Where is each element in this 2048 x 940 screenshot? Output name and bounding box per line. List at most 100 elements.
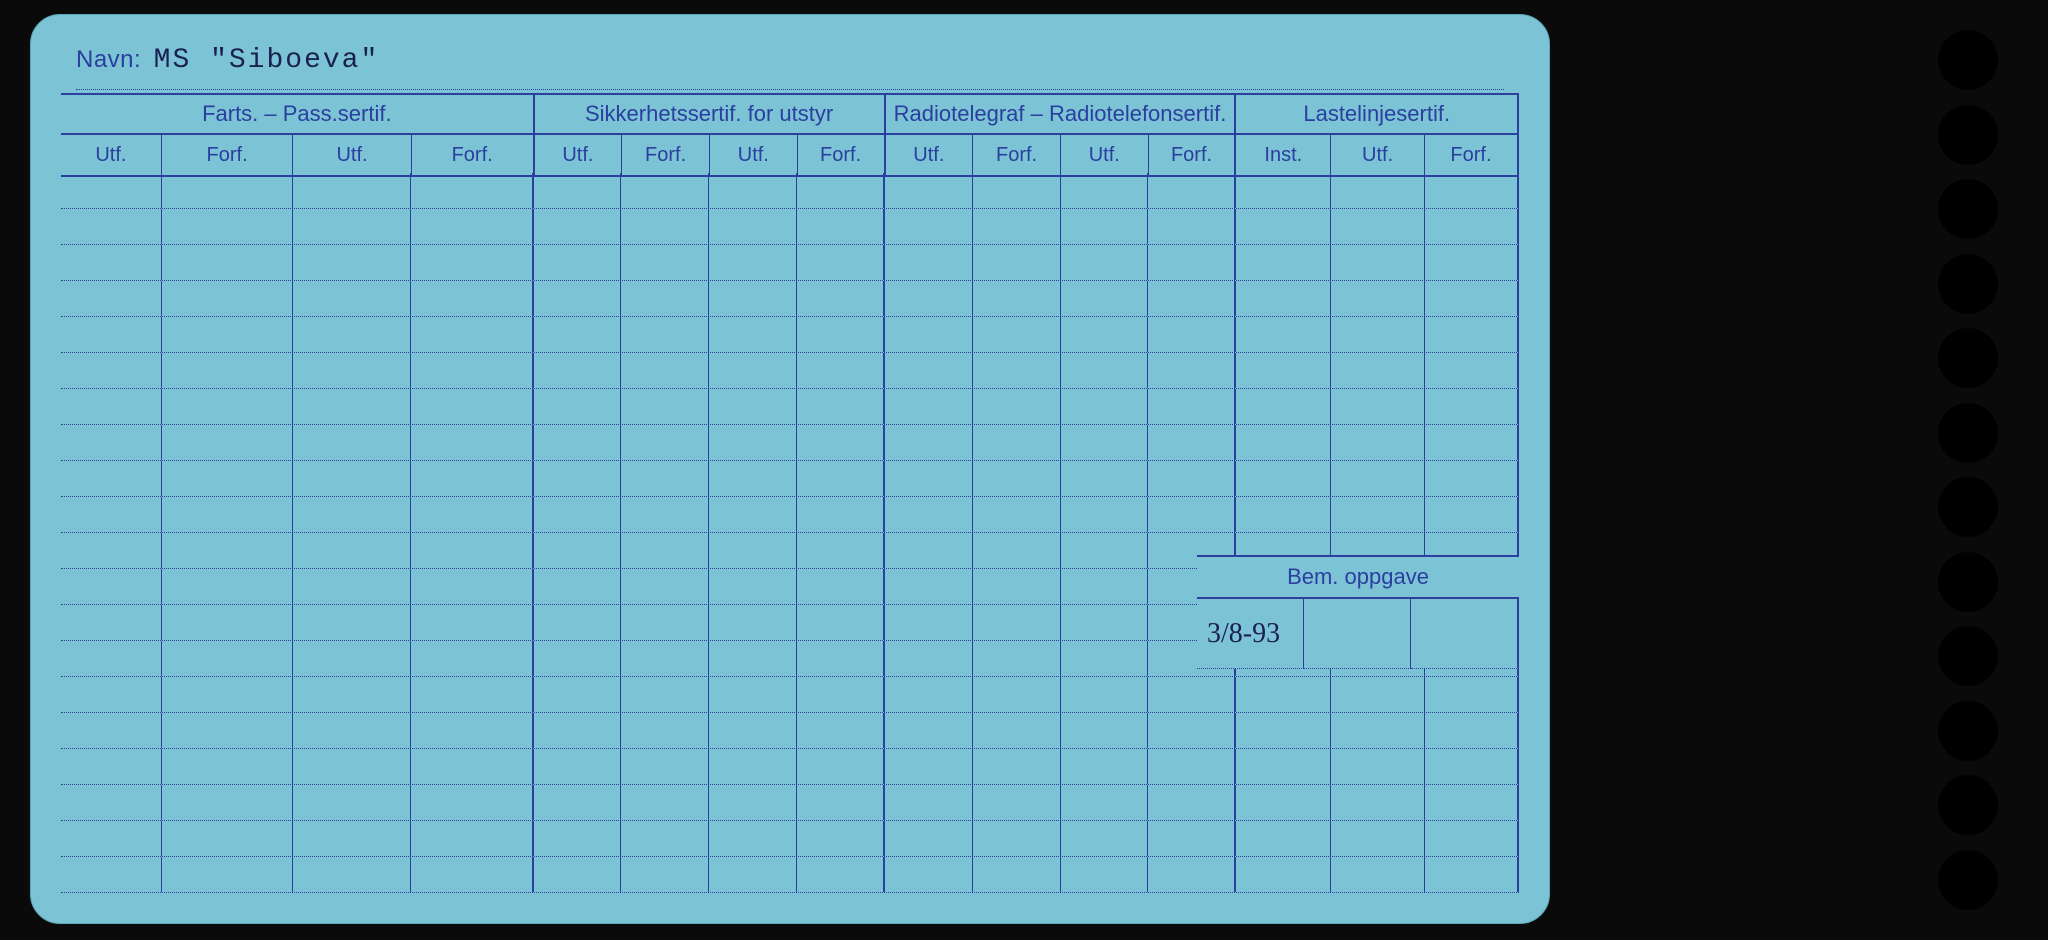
table-cell bbox=[293, 641, 411, 676]
binder-hole bbox=[1938, 30, 1998, 90]
table-row bbox=[61, 281, 1519, 317]
table-cell bbox=[162, 857, 293, 892]
table-cell bbox=[1425, 713, 1519, 748]
table-cell bbox=[1331, 461, 1425, 496]
table-cell bbox=[61, 497, 162, 532]
table-cell bbox=[1236, 857, 1331, 892]
group-header: Lastelinjesertif. bbox=[1236, 95, 1519, 133]
table-cell bbox=[162, 569, 293, 604]
table-cell bbox=[293, 245, 411, 280]
table-cell bbox=[1425, 245, 1519, 280]
group-header: Sikkerhetssertif. for utstyr bbox=[535, 95, 886, 133]
table-cell bbox=[797, 785, 885, 820]
table-cell bbox=[1148, 209, 1236, 244]
table-cell bbox=[411, 461, 534, 496]
name-row: Navn: MS "Siboeva" bbox=[76, 45, 1504, 90]
table-cell bbox=[534, 245, 622, 280]
table-cell bbox=[162, 461, 293, 496]
binder-hole bbox=[1938, 552, 1998, 612]
table-cell bbox=[973, 857, 1061, 892]
table-cell bbox=[709, 677, 797, 712]
table-cell bbox=[1148, 497, 1236, 532]
table-cell bbox=[411, 713, 534, 748]
table-cell bbox=[1236, 389, 1331, 424]
table-cell bbox=[1148, 677, 1236, 712]
table-cell bbox=[1425, 461, 1519, 496]
table-cell bbox=[1061, 713, 1149, 748]
table-cell bbox=[1425, 425, 1519, 460]
table-row bbox=[61, 209, 1519, 245]
table-cell bbox=[162, 497, 293, 532]
table-cell bbox=[1425, 785, 1519, 820]
table-cell bbox=[1425, 497, 1519, 532]
table-cell bbox=[973, 641, 1061, 676]
sub-header-row: Utf.Forf.Utf.Forf.Utf.Forf.Utf.Forf.Utf.… bbox=[61, 133, 1519, 177]
table-cell bbox=[1236, 713, 1331, 748]
table-cell bbox=[1425, 353, 1519, 388]
binder-hole bbox=[1938, 254, 1998, 314]
table-cell bbox=[973, 209, 1061, 244]
table-cell bbox=[411, 605, 534, 640]
table-cell bbox=[1148, 749, 1236, 784]
table-cell bbox=[973, 317, 1061, 352]
table-cell bbox=[797, 317, 885, 352]
table-cell bbox=[411, 857, 534, 892]
table-cell bbox=[1331, 749, 1425, 784]
table-cell bbox=[621, 209, 709, 244]
table-cell bbox=[797, 713, 885, 748]
table-cell bbox=[1148, 245, 1236, 280]
table-cell bbox=[1148, 713, 1236, 748]
table-cell bbox=[973, 281, 1061, 316]
table-row bbox=[61, 461, 1519, 497]
table-cell bbox=[973, 425, 1061, 460]
table-cell bbox=[1331, 857, 1425, 892]
table-cell bbox=[621, 821, 709, 856]
table-cell bbox=[1236, 785, 1331, 820]
table-cell bbox=[1331, 425, 1425, 460]
table-cell bbox=[709, 497, 797, 532]
table-cell bbox=[885, 749, 973, 784]
table-cell bbox=[1061, 641, 1149, 676]
table-cell bbox=[534, 533, 622, 568]
table-cell bbox=[885, 677, 973, 712]
binder-hole bbox=[1938, 626, 1998, 686]
table-cell bbox=[293, 497, 411, 532]
table-cell bbox=[534, 353, 622, 388]
table-cell bbox=[621, 605, 709, 640]
table-cell bbox=[293, 281, 411, 316]
table-cell bbox=[797, 209, 885, 244]
table-cell bbox=[797, 641, 885, 676]
table-cell bbox=[973, 677, 1061, 712]
table-row bbox=[61, 389, 1519, 425]
table-cell bbox=[885, 245, 973, 280]
column-header: Utf. bbox=[1331, 135, 1425, 175]
table-cell bbox=[162, 605, 293, 640]
table-cell bbox=[1061, 533, 1149, 568]
table-cell bbox=[973, 533, 1061, 568]
table-cell bbox=[973, 353, 1061, 388]
table-cell bbox=[61, 353, 162, 388]
bem-oppgave-label: Bem. oppgave bbox=[1197, 555, 1519, 599]
table-cell bbox=[1236, 353, 1331, 388]
table-cell bbox=[61, 605, 162, 640]
table-cell bbox=[1236, 821, 1331, 856]
table-cell bbox=[162, 641, 293, 676]
table-cell bbox=[534, 569, 622, 604]
table-cell bbox=[61, 857, 162, 892]
table-cell bbox=[534, 641, 622, 676]
column-header: Forf. bbox=[162, 135, 294, 175]
table-cell bbox=[1061, 749, 1149, 784]
table-cell bbox=[621, 569, 709, 604]
table-cell bbox=[797, 821, 885, 856]
table-cell bbox=[411, 749, 534, 784]
table-row bbox=[61, 821, 1519, 857]
table-cell bbox=[797, 281, 885, 316]
table-cell bbox=[1061, 317, 1149, 352]
table-cell bbox=[61, 821, 162, 856]
table-cell bbox=[885, 605, 973, 640]
table-cell bbox=[61, 533, 162, 568]
table-cell bbox=[1331, 281, 1425, 316]
table-cell bbox=[1425, 749, 1519, 784]
table-cell bbox=[1425, 281, 1519, 316]
table-cell bbox=[534, 713, 622, 748]
